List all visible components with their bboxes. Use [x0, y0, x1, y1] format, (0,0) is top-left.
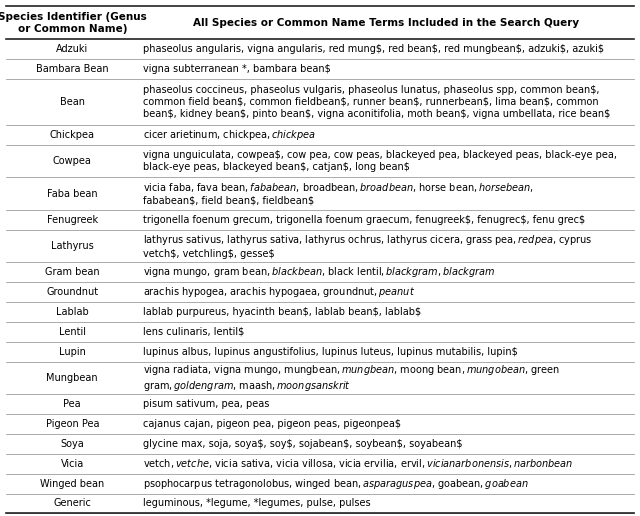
- Text: Chickpea: Chickpea: [50, 130, 95, 140]
- Text: vigna subterranean *, bambara bean$: vigna subterranean *, bambara bean$: [143, 64, 331, 74]
- Text: Generic: Generic: [53, 498, 91, 508]
- Text: Soya: Soya: [60, 439, 84, 449]
- Text: arachis hypogea, arachis hypogaea, groundnut$, peanut$: arachis hypogea, arachis hypogaea, groun…: [143, 285, 415, 299]
- Text: Bean: Bean: [60, 97, 84, 107]
- Text: phaseolus coccineus, phaseolus vulgaris, phaseolus lunatus, phaseolus spp, commo: phaseolus coccineus, phaseolus vulgaris,…: [143, 85, 611, 119]
- Text: leguminous, *legume, *legumes, pulse, pulses: leguminous, *legume, *legumes, pulse, pu…: [143, 498, 371, 508]
- Text: vicia faba, fava bean$, faba bean$, broadbean$, broad bean$, horse bean$, horseb: vicia faba, fava bean$, faba bean$, broa…: [143, 181, 534, 206]
- Text: Species Identifier (Genus
or Common Name): Species Identifier (Genus or Common Name…: [0, 12, 147, 34]
- Text: Lupin: Lupin: [59, 347, 86, 357]
- Text: Lablab: Lablab: [56, 307, 88, 317]
- Text: Fenugreek: Fenugreek: [47, 215, 98, 225]
- Text: All Species or Common Name Terms Included in the Search Query: All Species or Common Name Terms Include…: [193, 18, 579, 28]
- Text: cajanus cajan, pigeon pea, pigeon peas, pigeonpea$: cajanus cajan, pigeon pea, pigeon peas, …: [143, 419, 401, 429]
- Text: Faba bean: Faba bean: [47, 188, 97, 199]
- Text: vigna unguiculata, cowpea$, cow pea, cow peas, blackeyed pea, blackeyed peas, bl: vigna unguiculata, cowpea$, cow pea, cow…: [143, 150, 617, 172]
- Text: Groundnut: Groundnut: [46, 287, 99, 297]
- Text: lathyrus sativus, lathyrus sativa, lathyrus ochrus, lathyrus cicera, grass pea$,: lathyrus sativus, lathyrus sativa, lathy…: [143, 233, 593, 259]
- Text: Winged bean: Winged bean: [40, 479, 104, 489]
- Text: vetch$, vetche$, vicia sativa, vicia villosa, vicia ervilia, ervil$, vicia narbo: vetch$, vetche$, vicia sativa, vicia vil…: [143, 457, 573, 470]
- Text: Vicia: Vicia: [61, 459, 84, 469]
- Text: lupinus albus, lupinus angustifolius, lupinus luteus, lupinus mutabilis, lupin$: lupinus albus, lupinus angustifolius, lu…: [143, 347, 518, 357]
- Text: Cowpea: Cowpea: [53, 156, 92, 166]
- Text: phaseolus angularis, vigna angularis, red mung$, red bean$, red mungbean$, adzuk: phaseolus angularis, vigna angularis, re…: [143, 44, 604, 54]
- Text: lens culinaris, lentil$: lens culinaris, lentil$: [143, 327, 244, 337]
- Text: Lathyrus: Lathyrus: [51, 241, 93, 251]
- Text: Adzuki: Adzuki: [56, 44, 88, 54]
- Text: vigna radiata, vigna mungo, mungbean$, mung bean$, moong bean$, mungo bean$, gre: vigna radiata, vigna mungo, mungbean$, m…: [143, 363, 561, 393]
- Text: cicer arietinum, chickpea$, chick pea$: cicer arietinum, chickpea$, chick pea$: [143, 127, 316, 141]
- Text: lablab purpureus, hyacinth bean$, lablab bean$, lablab$: lablab purpureus, hyacinth bean$, lablab…: [143, 307, 421, 317]
- Text: Pea: Pea: [63, 399, 81, 409]
- Text: Mungbean: Mungbean: [47, 373, 98, 383]
- Text: glycine max, soja, soya$, soy$, sojabean$, soybean$, soyabean$: glycine max, soja, soya$, soy$, sojabean…: [143, 439, 463, 449]
- Text: Pigeon Pea: Pigeon Pea: [45, 419, 99, 429]
- Text: trigonella foenum grecum, trigonella foenum graecum, fenugreek$, fenugrec$, fenu: trigonella foenum grecum, trigonella foe…: [143, 215, 586, 225]
- Text: Gram bean: Gram bean: [45, 267, 100, 277]
- Text: Lentil: Lentil: [59, 327, 86, 337]
- Text: Bambara Bean: Bambara Bean: [36, 64, 109, 74]
- Text: psophocarpus tetragonolobus, winged bean$, asparagus pea$, goabean$, goa bean$: psophocarpus tetragonolobus, winged bean…: [143, 477, 529, 491]
- Text: vigna mungo, gram bean$, black bean$, black lentil$, black gram, blackgram$: vigna mungo, gram bean$, black bean$, bl…: [143, 265, 495, 279]
- Text: pisum sativum, pea, peas: pisum sativum, pea, peas: [143, 399, 269, 409]
